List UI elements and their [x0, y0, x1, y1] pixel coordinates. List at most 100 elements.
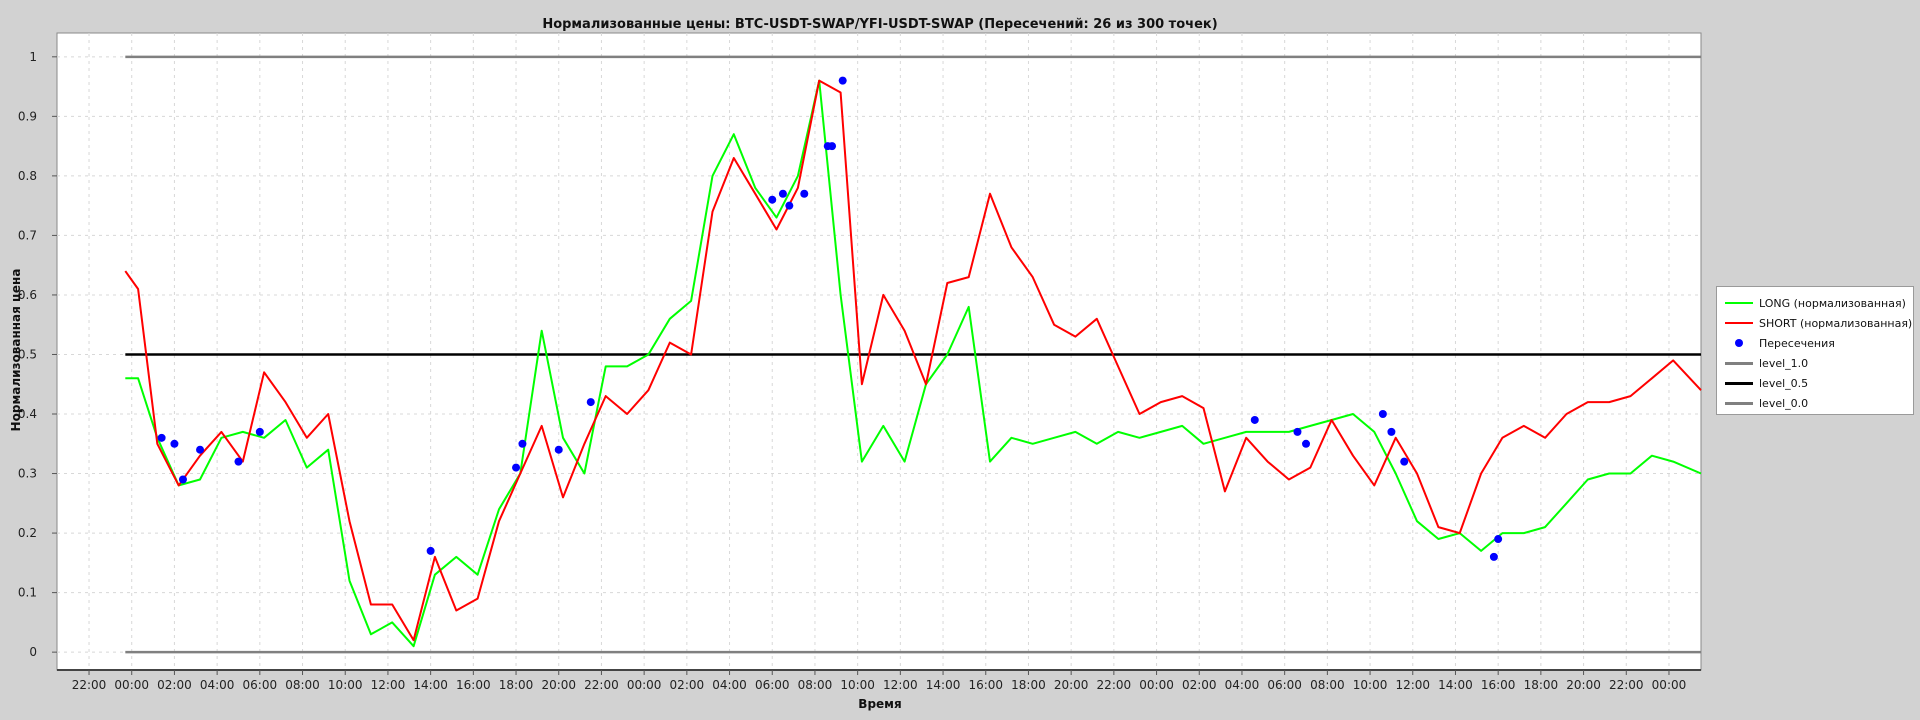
intersection-point: [1400, 457, 1409, 466]
intersection-point: [234, 457, 243, 466]
intersection-point: [518, 439, 527, 448]
intersection-point: [1494, 535, 1503, 544]
x-tick-label: 02:00: [670, 678, 705, 692]
intersection-point: [768, 195, 777, 204]
intersection-point: [170, 439, 179, 448]
y-tick-label: 0.8: [18, 169, 37, 183]
x-tick-label: 22:00: [584, 678, 619, 692]
x-tick-label: 20:00: [1054, 678, 1089, 692]
y-tick-label: 0.3: [18, 467, 37, 481]
y-axis-label: Нормализованная цена: [9, 269, 23, 432]
x-tick-label: 06:00: [243, 678, 278, 692]
x-tick-label: 18:00: [1524, 678, 1559, 692]
x-tick-label: 22:00: [72, 678, 107, 692]
y-tick-label: 0: [29, 645, 37, 659]
legend-label-level-0: level_0.0: [1759, 396, 1809, 410]
intersection-point: [838, 76, 847, 85]
intersection-point: [1489, 552, 1498, 561]
x-tick-label: 02:00: [1182, 678, 1217, 692]
x-tick-label: 04:00: [712, 678, 747, 692]
y-tick-label: 1: [29, 50, 37, 64]
x-tick-label: 00:00: [114, 678, 149, 692]
legend-swatch-level-05: [1725, 376, 1753, 390]
legend-swatch-long: [1725, 296, 1753, 310]
x-tick-label: 00:00: [1139, 678, 1174, 692]
intersection-point: [157, 433, 166, 442]
x-tick-label: 16:00: [1481, 678, 1516, 692]
legend-swatch-short: [1725, 316, 1753, 330]
x-tick-label: 08:00: [1310, 678, 1345, 692]
legend-item-long: LONG (нормализованная): [1717, 293, 1913, 313]
y-tick-label: 0.7: [18, 228, 37, 242]
x-tick-label: 14:00: [926, 678, 961, 692]
plot-area: [56, 32, 1702, 671]
legend-label-short: SHORT (нормализованная): [1759, 316, 1913, 330]
x-tick-label: 12:00: [883, 678, 918, 692]
x-tick-label: 22:00: [1609, 678, 1644, 692]
x-tick-label: 22:00: [1097, 678, 1132, 692]
y-tick-label: 0.5: [18, 347, 37, 361]
intersection-point: [178, 475, 187, 484]
legend-item-level-0: level_0.0: [1717, 393, 1913, 413]
intersection-point: [1387, 427, 1396, 436]
x-axis-label: Время: [858, 697, 901, 711]
x-tick-label: 18:00: [499, 678, 534, 692]
intersection-point: [1378, 410, 1387, 419]
x-tick-label: 16:00: [456, 678, 491, 692]
legend-item-short: SHORT (нормализованная): [1717, 313, 1913, 333]
intersection-point: [196, 445, 205, 454]
legend-item-intersections: Пересечения: [1717, 333, 1913, 353]
y-tick-label: 0.4: [18, 407, 37, 421]
intersection-point: [800, 189, 809, 198]
intersection-point: [1250, 415, 1259, 424]
legend-label-level-05: level_0.5: [1759, 376, 1809, 390]
x-tick-label: 14:00: [413, 678, 448, 692]
legend-swatch-level-1: [1725, 356, 1753, 370]
intersection-points: [157, 76, 1503, 561]
x-tick-label: 06:00: [1267, 678, 1302, 692]
legend: LONG (нормализованная) SHORT (нормализов…: [1716, 286, 1914, 415]
y-tick-label: 0.2: [18, 526, 37, 540]
x-tick-label: 02:00: [157, 678, 192, 692]
legend-swatch-intersections: [1725, 336, 1753, 350]
legend-label-long: LONG (нормализованная): [1759, 296, 1906, 310]
x-tick-label: 00:00: [627, 678, 662, 692]
intersection-point: [778, 189, 787, 198]
intersection-point: [1302, 439, 1311, 448]
intersection-point: [426, 546, 435, 555]
x-tick-label: 12:00: [1395, 678, 1430, 692]
series-line-long: [125, 79, 1702, 648]
x-tick-label: 18:00: [1011, 678, 1046, 692]
legend-item-level-1: level_1.0: [1717, 353, 1913, 373]
x-tick-label: 04:00: [200, 678, 235, 692]
x-tick-label: 08:00: [798, 678, 833, 692]
intersection-point: [255, 427, 264, 436]
legend-item-level-05: level_0.5: [1717, 373, 1913, 393]
y-axis-ticks: 0 0.1 0.2 0.3 0.4 0.5 0.6 0.7 0.8 0.9 1: [18, 50, 57, 659]
x-tick-label: 08:00: [285, 678, 320, 692]
x-tick-label: 10:00: [840, 678, 875, 692]
x-tick-label: 14:00: [1438, 678, 1473, 692]
y-tick-label: 0.6: [18, 288, 37, 302]
series-lines: [124, 79, 1702, 648]
legend-swatch-level-0: [1725, 396, 1753, 410]
x-tick-label: 20:00: [1566, 678, 1601, 692]
legend-label-level-1: level_1.0: [1759, 356, 1809, 370]
intersection-point: [512, 463, 521, 472]
intersection-point: [785, 201, 794, 210]
intersection-point: [554, 445, 563, 454]
x-tick-label: 00:00: [1652, 678, 1687, 692]
y-tick-label: 0.9: [18, 109, 37, 123]
intersection-point: [586, 398, 595, 407]
legend-label-intersections: Пересечения: [1759, 336, 1835, 350]
x-tick-label: 10:00: [1353, 678, 1388, 692]
x-tick-label: 20:00: [541, 678, 576, 692]
x-tick-label: 04:00: [1225, 678, 1260, 692]
intersection-point: [1293, 427, 1302, 436]
x-tick-label: 06:00: [755, 678, 790, 692]
chart-title: Нормализованные цены: BTC-USDT-SWAP/YFI-…: [542, 17, 1217, 32]
x-axis-ticks: 22:00 00:00 02:00 04:00 06:00 08:00 10:00 12:00…: [72, 670, 1687, 692]
x-tick-label: 10:00: [328, 678, 363, 692]
grid: [57, 33, 1701, 670]
